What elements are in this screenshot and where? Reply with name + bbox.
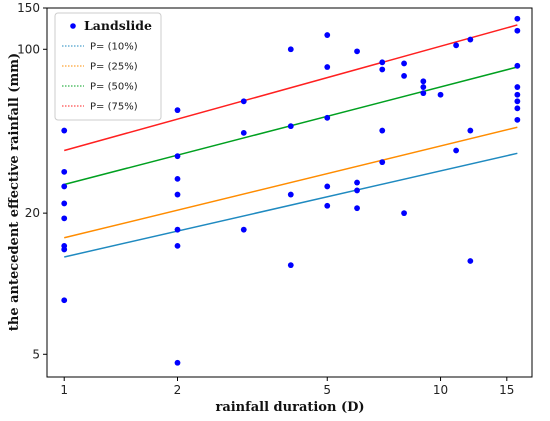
- landslide-point: [240, 226, 247, 233]
- landslide-point: [61, 127, 68, 134]
- landslide-point: [61, 215, 68, 222]
- legend-label-1: P= (10%): [90, 42, 138, 53]
- landslide-point: [514, 15, 521, 22]
- landslide-point: [514, 84, 521, 90]
- threshold-line-4: [64, 24, 518, 152]
- landslide-point: [514, 91, 521, 98]
- landslide-point: [240, 129, 247, 136]
- legend-marker-landslide: [70, 23, 76, 29]
- y-axis-label: the antecedent effective rainfall (mm): [7, 53, 22, 331]
- landslide-point: [287, 191, 294, 198]
- x-tick-label: 15: [499, 383, 514, 397]
- landslide-point: [61, 183, 68, 190]
- landslide-point: [437, 91, 444, 98]
- landslide-point: [401, 60, 407, 67]
- landslide-point: [61, 200, 68, 207]
- landslide-point: [174, 153, 181, 160]
- landslide-point: [174, 359, 181, 366]
- landslide-point: [420, 90, 427, 97]
- landslide-point: [324, 183, 331, 190]
- landslide-point: [379, 159, 386, 166]
- landslide-point: [467, 258, 474, 264]
- landslide-point: [354, 179, 360, 186]
- threshold-line-2: [64, 126, 518, 239]
- landslide-point: [287, 123, 294, 130]
- landslide-point: [61, 297, 68, 304]
- y-tick-label: 150: [17, 1, 40, 15]
- y-tick-label: 100: [17, 42, 40, 56]
- x-tick-label: 1: [60, 383, 68, 397]
- landslide-point: [324, 64, 331, 70]
- landslide-point: [467, 127, 474, 134]
- landslide-point: [420, 78, 427, 85]
- landslide-point: [287, 46, 294, 53]
- landslide-point: [401, 72, 407, 79]
- landslide-point: [514, 98, 521, 105]
- threshold-line-1: [64, 152, 518, 258]
- landslide-point: [354, 48, 360, 55]
- landslide-point: [354, 187, 360, 194]
- landslide-points: [61, 15, 521, 366]
- landslide-point: [514, 62, 521, 69]
- x-tick-label: 2: [174, 383, 182, 397]
- y-tick-label: 5: [32, 347, 40, 361]
- landslide-point: [354, 205, 360, 212]
- landslide-point: [324, 114, 331, 121]
- y-axis-ticks: 5 20 100 150: [17, 1, 47, 361]
- x-tick-label: 5: [323, 383, 331, 397]
- y-tick-label: 20: [25, 206, 40, 220]
- landslide-point: [401, 210, 407, 217]
- landslide-point: [287, 262, 294, 269]
- legend-label-3: P= (50%): [90, 82, 138, 93]
- landslide-point: [174, 242, 181, 249]
- x-axis-ticks: 1 2 5 10 15: [60, 377, 514, 397]
- legend-label-2: P= (25%): [90, 62, 138, 73]
- landslide-point: [324, 202, 331, 209]
- landslide-point: [379, 59, 386, 66]
- x-tick-label: 10: [433, 383, 448, 397]
- landslide-point: [453, 147, 460, 154]
- landslide-point: [379, 127, 386, 134]
- legend-box: [54, 12, 162, 121]
- landslide-point: [420, 84, 427, 90]
- legend: Landslide P= (10%) P= (25%) P= (50%) P= (75…: [54, 12, 162, 121]
- landslide-point: [240, 98, 247, 105]
- landslide-point: [514, 116, 521, 123]
- x-axis-label: rainfall duration (D): [215, 400, 364, 415]
- legend-label-4: P= (75%): [90, 102, 138, 113]
- landslide-point: [324, 32, 331, 38]
- landslide-point: [61, 168, 68, 175]
- landslide-point: [174, 175, 181, 182]
- landslide-point: [174, 191, 181, 198]
- landslide-point: [467, 36, 474, 43]
- landslide-point: [514, 27, 521, 34]
- landslide-point: [61, 246, 68, 253]
- landslide-point: [514, 105, 521, 112]
- landslide-point: [379, 66, 386, 73]
- landslide-point: [174, 226, 181, 233]
- legend-label-landslide: Landslide: [84, 18, 152, 33]
- landslide-point: [174, 107, 181, 114]
- landslide-point: [453, 42, 460, 49]
